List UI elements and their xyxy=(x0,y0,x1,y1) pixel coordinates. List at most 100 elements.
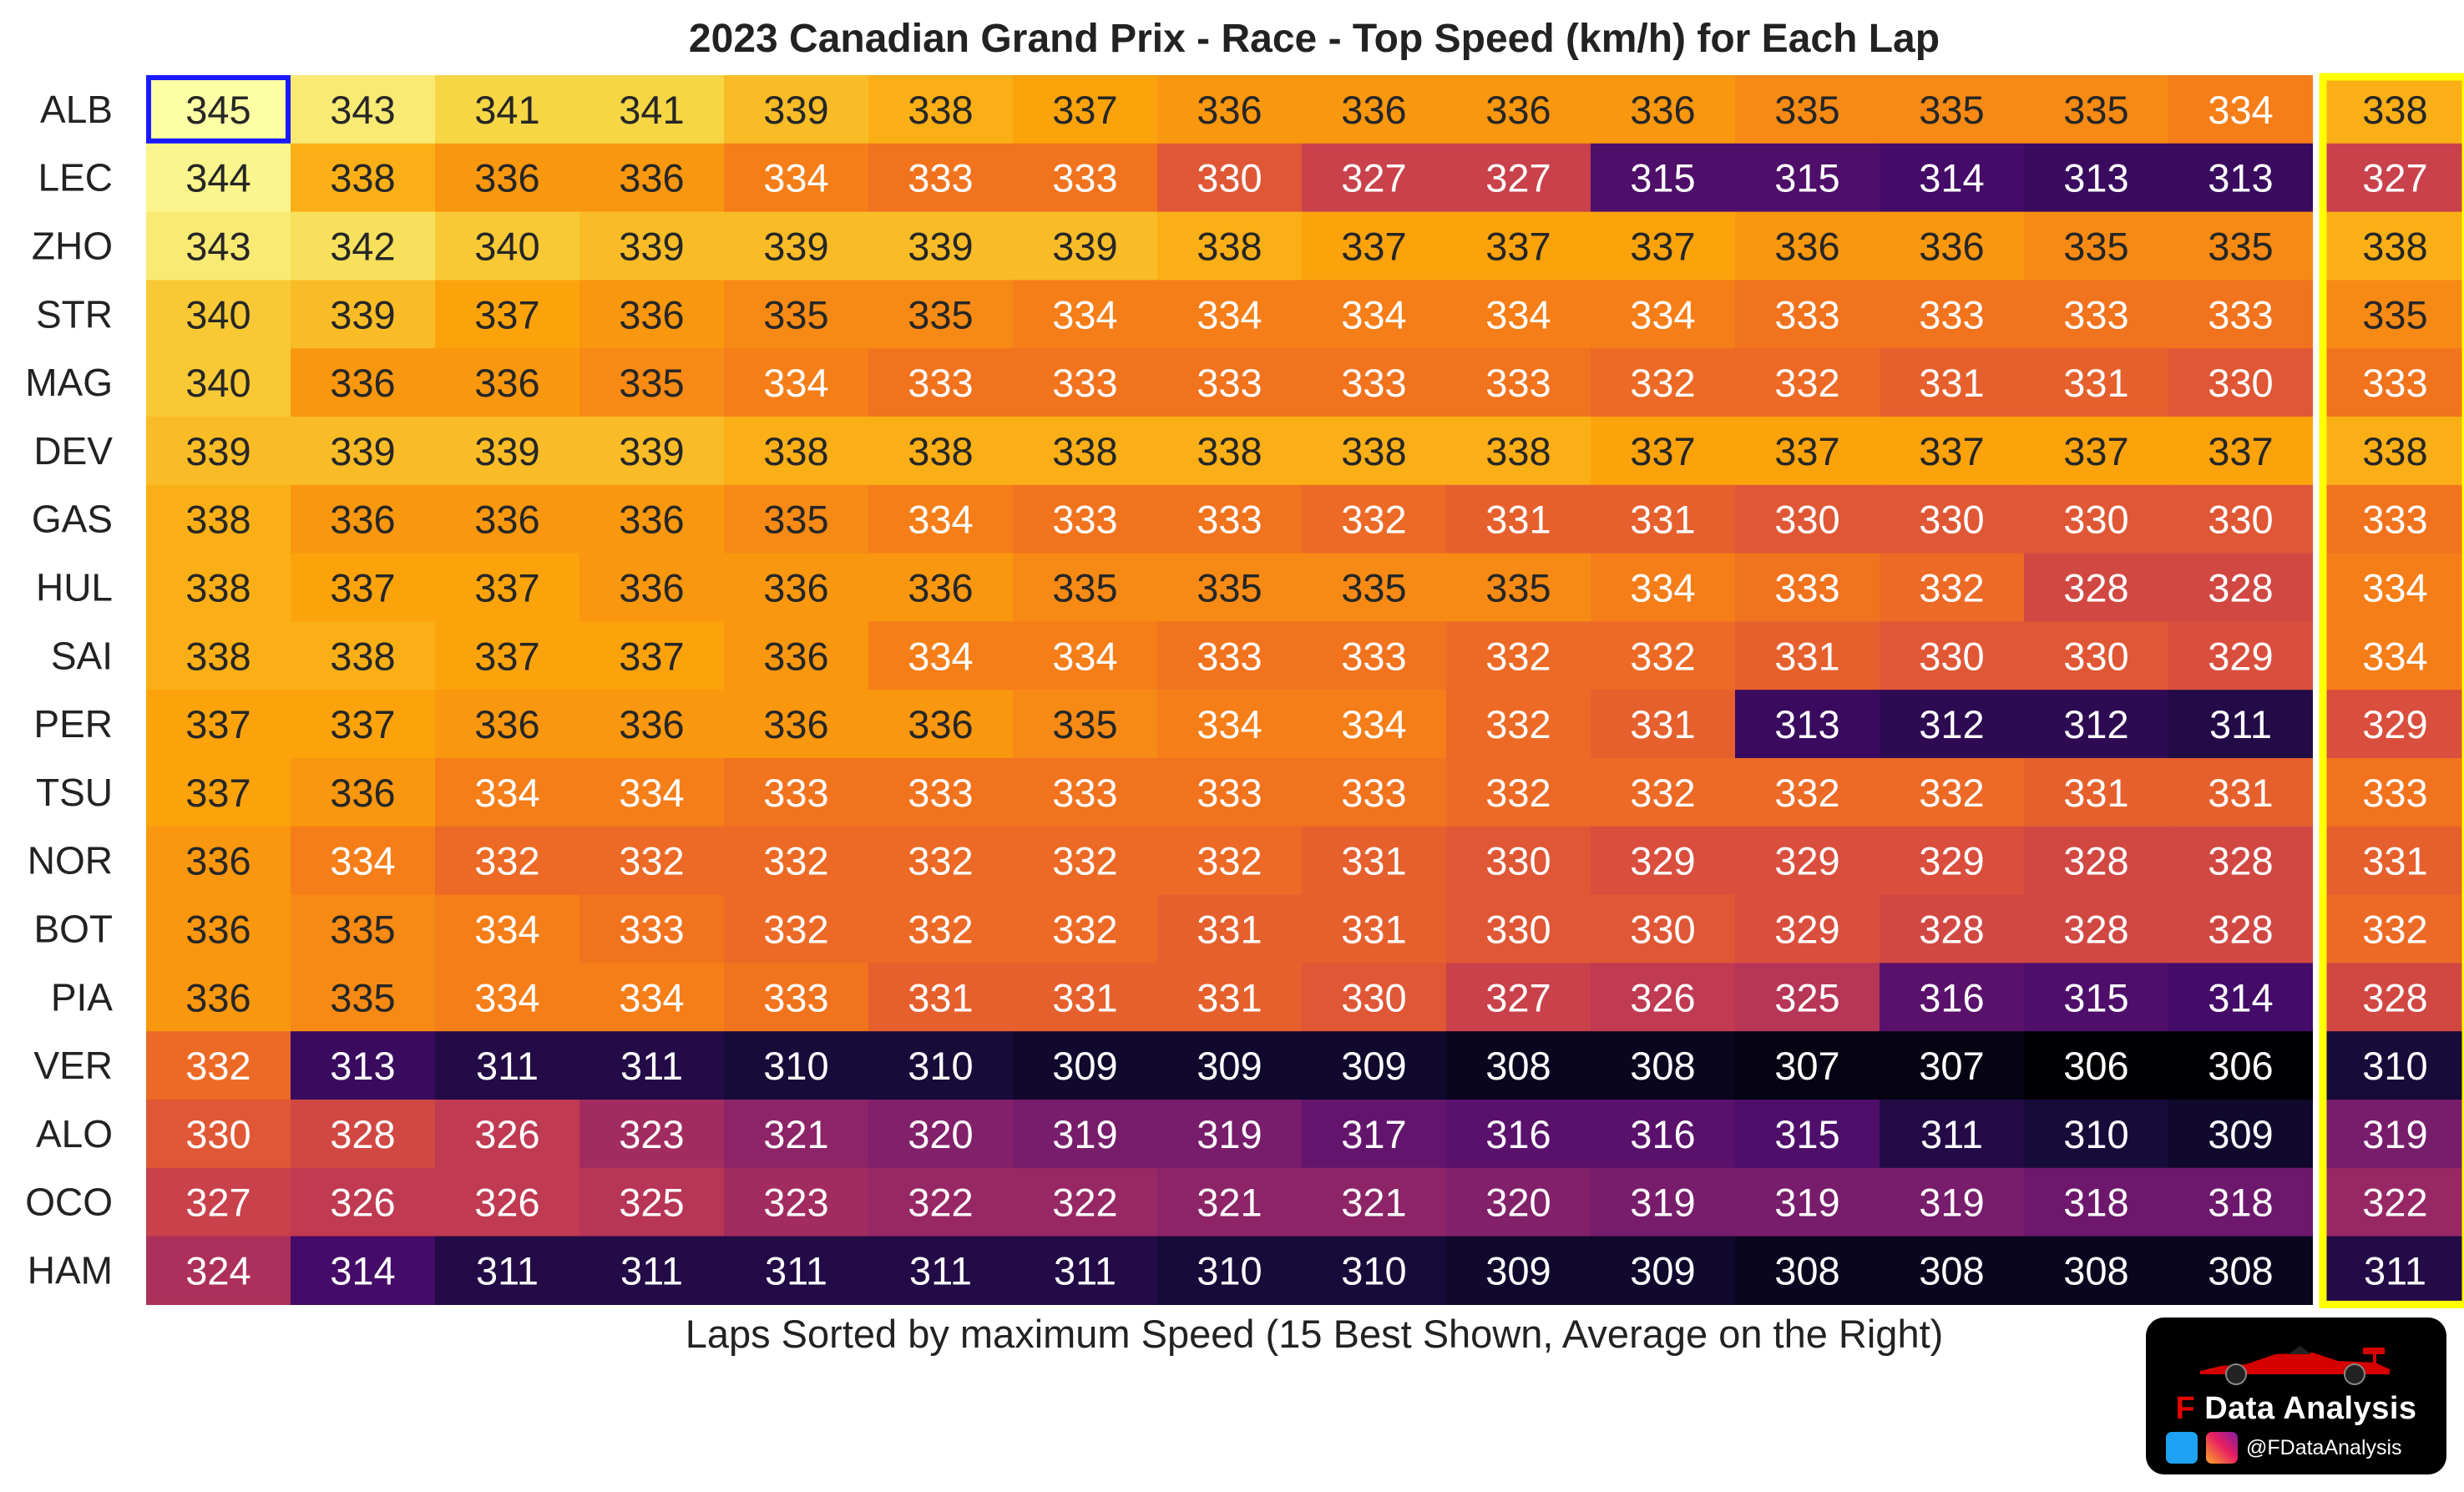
heat-label: 336 xyxy=(619,156,684,200)
heat-label: 333 xyxy=(1774,566,1839,610)
heat-label: 319 xyxy=(1630,1181,1695,1225)
heat-cell xyxy=(2024,963,2169,1032)
heat-label: 315 xyxy=(1774,156,1839,200)
heat-label: 336 xyxy=(474,156,539,200)
heat-label: 336 xyxy=(185,975,250,1019)
heat-label: 331 xyxy=(2208,771,2273,815)
heat-cell xyxy=(1880,143,2025,213)
average-cell xyxy=(2323,143,2464,213)
heat-cell xyxy=(146,963,291,1032)
heat-cell xyxy=(2024,1100,2169,1169)
heat-label: 315 xyxy=(1630,156,1695,200)
heat-cell xyxy=(1735,758,1880,827)
heat-cell xyxy=(2168,1031,2314,1100)
heat-label: 336 xyxy=(1919,225,1984,269)
heat-label: 334 xyxy=(1341,702,1406,746)
heat-cell xyxy=(2024,143,2169,213)
heat-label: 338 xyxy=(1485,429,1551,473)
heat-cell xyxy=(291,1100,436,1169)
heat-label: 331 xyxy=(1630,498,1695,542)
heat-cell xyxy=(1446,1236,1591,1305)
heat-cell xyxy=(1302,1236,1447,1305)
heat-cell xyxy=(2168,963,2314,1032)
heat-cell xyxy=(1591,348,1736,417)
heat-label: 328 xyxy=(330,1112,395,1156)
heat-cell xyxy=(1013,417,1158,486)
heat-cell xyxy=(1735,1031,1880,1100)
heat-label: 337 xyxy=(474,566,539,610)
heat-label: 337 xyxy=(1630,429,1695,473)
heat-cell xyxy=(1302,75,1447,144)
heat-label: 328 xyxy=(1919,908,1984,952)
heat-cell xyxy=(2168,348,2314,417)
heat-label: 327 xyxy=(1485,156,1551,200)
heat-cell xyxy=(435,826,580,896)
heat-label: 341 xyxy=(619,88,684,132)
heat-label: 313 xyxy=(330,1044,395,1088)
heat-cell xyxy=(146,417,291,486)
heat-label: 336 xyxy=(763,566,828,610)
heat-cell xyxy=(868,417,1014,486)
heat-label: 338 xyxy=(185,566,250,610)
heat-cell xyxy=(1446,894,1591,963)
average-label: 334 xyxy=(2362,634,2427,678)
heat-label: 334 xyxy=(908,498,973,542)
heat-cell xyxy=(2168,211,2314,281)
heat-label: 338 xyxy=(185,634,250,678)
row-label-bot: BOT xyxy=(33,908,113,951)
heat-cell xyxy=(1446,1100,1591,1169)
heat-label: 334 xyxy=(330,839,395,883)
heat-label: 336 xyxy=(619,498,684,542)
heat-label: 308 xyxy=(1630,1044,1695,1088)
heat-label: 336 xyxy=(1197,88,1262,132)
heat-label: 335 xyxy=(1341,566,1406,610)
heat-cell xyxy=(146,553,291,622)
heat-label: 334 xyxy=(1197,702,1262,746)
heat-cell xyxy=(146,894,291,963)
heat-label: 306 xyxy=(2063,1044,2128,1088)
heat-cell xyxy=(724,348,869,417)
heat-label: 336 xyxy=(619,702,684,746)
average-label: 328 xyxy=(2362,975,2427,1019)
heat-label: 333 xyxy=(1341,361,1406,405)
heat-cell xyxy=(291,484,436,554)
heat-cell xyxy=(1591,690,1736,759)
heat-cell xyxy=(1735,484,1880,554)
heat-cell xyxy=(2024,75,2169,144)
heat-label: 310 xyxy=(2063,1112,2128,1156)
heat-cell xyxy=(1591,963,1736,1032)
heat-label: 310 xyxy=(908,1044,973,1088)
brand-f: F xyxy=(2175,1391,2196,1426)
heat-cell xyxy=(146,348,291,417)
heat-label: 329 xyxy=(2208,634,2273,678)
heat-label: 311 xyxy=(1054,1249,1116,1293)
heat-cell xyxy=(1302,621,1447,690)
heat-label: 319 xyxy=(1052,1112,1117,1156)
heat-label: 333 xyxy=(1341,634,1406,678)
heat-label: 333 xyxy=(619,908,684,952)
heat-label: 334 xyxy=(619,975,684,1019)
heat-label: 328 xyxy=(2208,908,2273,952)
heat-label: 336 xyxy=(330,498,395,542)
heat-label: 338 xyxy=(1341,429,1406,473)
heat-cell xyxy=(1880,484,2025,554)
heat-label: 313 xyxy=(2208,156,2273,200)
heat-cell xyxy=(146,75,291,144)
row-label-per: PER xyxy=(33,702,113,746)
heat-cell xyxy=(1591,621,1736,690)
heat-cell xyxy=(1157,1100,1303,1169)
heat-label: 336 xyxy=(1774,225,1839,269)
heat-cell xyxy=(1013,143,1158,213)
heat-cell xyxy=(1446,1167,1591,1237)
heat-cell xyxy=(291,1236,436,1305)
heat-label: 329 xyxy=(1919,839,1984,883)
heat-cell xyxy=(1157,621,1303,690)
heat-label: 337 xyxy=(185,771,250,815)
heat-cell xyxy=(1157,1031,1303,1100)
heat-label: 336 xyxy=(619,292,684,336)
heat-cell xyxy=(724,211,869,281)
average-label: 334 xyxy=(2362,566,2427,610)
average-label: 311 xyxy=(2364,1249,2426,1293)
heat-cell xyxy=(1013,211,1158,281)
heat-label: 330 xyxy=(1774,498,1839,542)
